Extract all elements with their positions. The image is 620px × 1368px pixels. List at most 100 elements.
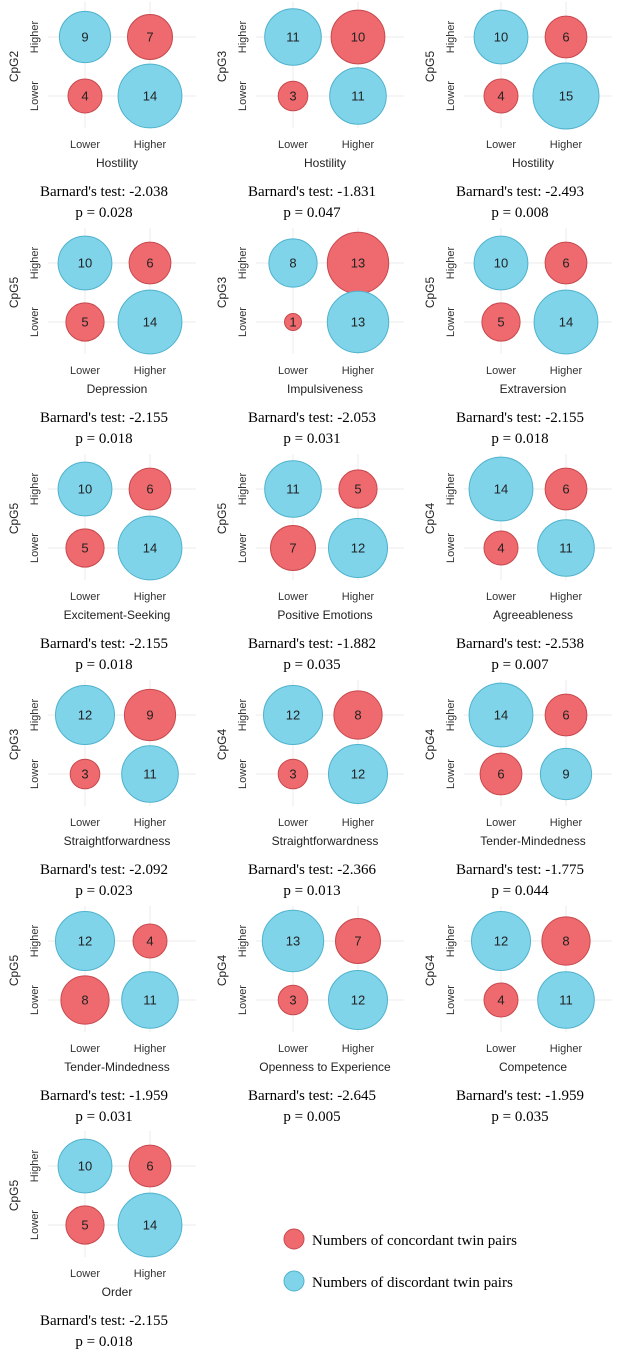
y-tick-label: Higher [445, 472, 457, 505]
barnard-test-value: Barnard's test: -2.092 [40, 862, 168, 878]
y-tick-label: Lower [445, 81, 457, 111]
p-value: p = 0.018 [75, 1334, 132, 1350]
discordant-bubble-higher-lower [268, 238, 318, 288]
y-tick-label: Higher [29, 472, 41, 505]
bubble-count-higher-higher: 6 [146, 1159, 153, 1174]
x-axis-label: Impulsiveness [287, 382, 363, 396]
y-axis-label: CpG5 [7, 1180, 21, 1212]
bubble-count-higher-higher: 8 [562, 934, 569, 949]
y-axis-label: CpG2 [7, 51, 21, 83]
concordant-bubble-lower-lower [483, 78, 519, 114]
panel-8: 11 5 7 12 Higher Lower CpG5 Lower Higher Positive… [215, 454, 404, 673]
y-axis-label: CpG3 [7, 729, 21, 761]
y-tick-label: Lower [29, 81, 41, 111]
y-axis-label: CpG4 [423, 729, 437, 761]
x-axis-label: Agreeableness [493, 608, 573, 622]
y-tick-label: Higher [237, 20, 249, 53]
x-axis-label: Straightforwardness [272, 834, 379, 848]
y-axis-label: CpG3 [215, 51, 229, 83]
bubble-count-higher-higher: 4 [146, 934, 153, 949]
x-axis-label: Competence [499, 1060, 567, 1074]
bubble-count-higher-higher: 6 [562, 30, 569, 45]
bubble-count-lower-higher: 14 [143, 315, 157, 330]
bubble-count-higher-higher: 9 [146, 708, 153, 723]
barnard-test-value: Barnard's test: -1.775 [456, 862, 584, 878]
x-tick-label: Higher [342, 365, 375, 377]
bubble-count-lower-lower: 5 [81, 315, 88, 330]
discordant-bubble-lower-higher [117, 1192, 183, 1258]
p-value: p = 0.005 [283, 1109, 340, 1125]
y-tick-label: Lower [445, 533, 457, 563]
bubble-count-higher-lower: 10 [78, 256, 92, 271]
y-axis-label: CpG5 [215, 503, 229, 535]
panel-5: 8 13 1 13 Higher Lower CpG3 Lower Higher Impulsiv… [215, 228, 404, 447]
concordant-bubble-lower-lower [277, 80, 309, 112]
bubble-count-higher-higher: 6 [146, 256, 153, 271]
bubble-count-higher-higher: 6 [562, 482, 569, 497]
discordant-bubble-higher-lower [57, 1138, 113, 1194]
discordant-bubble-lower-higher [329, 67, 387, 125]
p-value: p = 0.008 [491, 205, 548, 221]
barnard-test-value: Barnard's test: -2.053 [248, 410, 376, 426]
y-tick-label: Higher [445, 20, 457, 53]
discordant-bubble-higher-lower [55, 911, 115, 971]
discordant-bubble-higher-lower [471, 911, 531, 971]
y-tick-label: Higher [445, 924, 457, 957]
y-tick-label: Lower [445, 307, 457, 337]
x-tick-label: Higher [342, 139, 375, 151]
x-tick-label: Higher [134, 365, 167, 377]
x-axis-label: Positive Emotions [277, 608, 372, 622]
concordant-bubble-higher-higher [335, 918, 381, 964]
barnard-test-value: Barnard's test: -2.155 [40, 1313, 168, 1329]
p-value: p = 0.013 [283, 883, 340, 899]
y-tick-label: Higher [445, 246, 457, 279]
p-value: p = 0.035 [283, 657, 340, 673]
panel-11: 12 8 3 12 Higher Lower CpG4 Lower Higher Straight… [215, 680, 404, 899]
bubble-count-higher-higher: 7 [146, 30, 153, 45]
y-axis-label: CpG4 [423, 955, 437, 987]
discordant-bubble-higher-lower [57, 235, 113, 291]
concordant-bubble-higher-higher [338, 469, 378, 509]
bubble-count-lower-lower: 3 [81, 767, 88, 782]
x-axis-label: Straightforwardness [64, 834, 171, 848]
bubble-count-higher-higher: 5 [354, 482, 361, 497]
x-tick-label: Lower [278, 1043, 308, 1055]
barnard-test-value: Barnard's test: -2.645 [248, 1088, 376, 1104]
discordant-bubble-higher-lower [264, 460, 322, 518]
bubble-count-lower-higher: 13 [351, 315, 365, 330]
p-value: p = 0.023 [75, 883, 132, 899]
bubble-count-higher-higher: 10 [351, 30, 365, 45]
bubble-count-lower-lower: 5 [497, 315, 504, 330]
bubble-count-higher-higher: 6 [146, 482, 153, 497]
bubble-count-lower-higher: 14 [143, 541, 157, 556]
concordant-bubble-higher-higher [333, 690, 383, 740]
p-value: p = 0.035 [491, 1109, 548, 1125]
bubble-count-lower-higher: 12 [351, 993, 365, 1008]
bubble-count-lower-lower: 7 [289, 541, 296, 556]
bubble-count-higher-lower: 14 [494, 482, 508, 497]
y-tick-label: Lower [237, 307, 249, 337]
legend-concordant-label: Numbers of concordant twin pairs [312, 1233, 517, 1249]
concordant-bubble-higher-higher [544, 15, 588, 59]
legend-concordant-swatch [283, 1228, 305, 1250]
panel-9: 14 6 4 11 Higher Lower CpG4 Lower Higher Agreeabl… [423, 454, 612, 673]
y-tick-label: Lower [29, 759, 41, 789]
barnard-test-value: Barnard's test: -2.155 [456, 410, 584, 426]
p-value: p = 0.018 [75, 657, 132, 673]
x-tick-label: Higher [550, 817, 583, 829]
y-axis-label: CpG3 [215, 277, 229, 309]
bubble-count-higher-lower: 11 [286, 482, 300, 497]
bubble-count-lower-lower: 4 [497, 541, 504, 556]
y-tick-label: Lower [29, 1210, 41, 1240]
y-tick-label: Higher [445, 698, 457, 731]
x-axis-label: Excitement-Seeking [64, 608, 171, 622]
discordant-bubble-higher-lower [58, 10, 112, 64]
discordant-bubble-higher-lower [263, 685, 323, 745]
y-axis-label: CpG5 [7, 955, 21, 987]
x-tick-label: Higher [342, 591, 375, 603]
x-tick-label: Lower [278, 139, 308, 151]
barnard-test-value: Barnard's test: -2.538 [456, 636, 584, 652]
discordant-bubble-lower-higher [533, 289, 599, 355]
concordant-bubble-higher-higher [128, 241, 172, 285]
bubble-count-lower-lower: 4 [497, 89, 504, 104]
